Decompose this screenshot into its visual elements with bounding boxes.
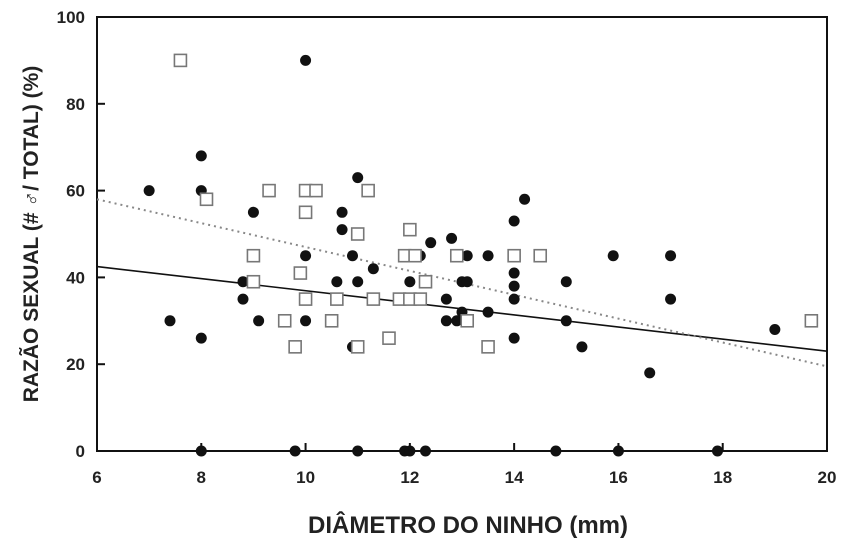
- data-point-square: [408, 248, 422, 263]
- data-point-square: [366, 292, 381, 306]
- data-point-square: [324, 313, 339, 328]
- data-point-circle: [560, 276, 572, 288]
- data-point-circle: [769, 323, 781, 335]
- data-point-square: [533, 248, 548, 263]
- y-tick-label: 20: [66, 355, 85, 374]
- trendline-dotted: [96, 198, 828, 368]
- y-tick-label: 100: [57, 8, 85, 27]
- data-point-square: [413, 292, 428, 306]
- data-point-circle: [461, 250, 473, 262]
- data-point-circle: [560, 315, 572, 327]
- data-point-circle: [550, 445, 562, 457]
- data-point-square: [298, 292, 313, 306]
- data-point-circle: [352, 172, 364, 184]
- data-point-circle: [253, 315, 265, 327]
- data-point-circle: [404, 276, 416, 288]
- x-tick-label: 10: [296, 468, 315, 487]
- data-point-circle: [440, 315, 452, 327]
- data-point-circle: [519, 193, 531, 205]
- y-axis-title: RAZÃO SEXUAL (# ♂/ TOTAL) (%): [20, 66, 43, 403]
- data-point-circle: [461, 276, 473, 288]
- data-point-square: [507, 248, 521, 263]
- data-point-circle: [482, 306, 494, 318]
- data-point-square: [418, 274, 433, 289]
- plot-area: [96, 16, 828, 452]
- data-point-circle: [336, 206, 348, 218]
- data-point-square: [350, 227, 365, 241]
- data-point-square: [350, 340, 365, 354]
- data-point-circle: [336, 224, 348, 236]
- data-point-square: [293, 266, 308, 280]
- data-point-circle: [300, 54, 312, 66]
- data-point-circle: [143, 185, 155, 197]
- data-point-circle: [367, 263, 379, 275]
- data-point-circle: [352, 445, 364, 457]
- y-tick-label: 60: [66, 182, 85, 201]
- data-point-circle: [446, 232, 458, 244]
- data-point-circle: [300, 315, 312, 327]
- x-tick-label: 8: [197, 468, 206, 487]
- data-point-circle: [665, 293, 677, 305]
- data-point-square: [288, 340, 302, 354]
- data-point-circle: [289, 445, 301, 457]
- data-point-circle: [508, 267, 520, 279]
- axis-ticks: 6 8 10 12 14 16 18 20 0 20 40 60 80 100: [57, 8, 837, 487]
- data-point-square: [449, 248, 464, 263]
- data-point-square: [361, 183, 375, 198]
- data-point-circle: [237, 293, 249, 305]
- data-point-circle: [347, 250, 358, 262]
- data-point-circle: [644, 367, 656, 379]
- data-point-circle: [508, 215, 520, 227]
- data-point-square: [309, 183, 323, 198]
- x-tick-label: 6: [92, 468, 101, 487]
- data-point-square: [382, 331, 396, 345]
- data-point-square: [460, 313, 475, 328]
- data-point-square: [246, 274, 261, 289]
- x-axis-title: DIÂMETRO DO NINHO (mm): [308, 511, 628, 539]
- y-tick-label: 80: [66, 95, 85, 114]
- x-tick-label: 16: [609, 468, 628, 487]
- data-point-square: [262, 183, 276, 198]
- data-point-circle: [195, 150, 207, 162]
- x-tick-label: 12: [400, 468, 419, 487]
- data-point-circle: [576, 341, 588, 353]
- data-point-circle: [665, 250, 677, 262]
- data-point-circle: [508, 293, 520, 305]
- y-tick-label: 0: [76, 442, 85, 461]
- data-point-circle: [247, 206, 259, 218]
- data-point-square: [277, 313, 292, 328]
- x-tick-label: 14: [505, 468, 524, 487]
- x-tick-label: 18: [713, 468, 732, 487]
- data-point-square: [199, 192, 214, 207]
- data-point-circle: [482, 250, 494, 262]
- data-point-circle: [300, 250, 312, 262]
- data-point-circle: [425, 237, 437, 249]
- data-point-circle: [237, 276, 249, 288]
- data-point-circle: [607, 250, 619, 262]
- data-point-circle: [352, 276, 364, 288]
- data-point-square: [403, 222, 417, 237]
- data-point-circle: [712, 445, 723, 457]
- data-point-circle: [420, 445, 431, 457]
- y-tick-label: 40: [66, 268, 85, 287]
- data-point-circle: [508, 280, 520, 292]
- data-point-circle: [195, 332, 207, 344]
- data-point-square: [804, 313, 819, 328]
- data-point-square: [330, 292, 344, 306]
- data-point-circle: [451, 315, 463, 327]
- x-tick-label: 20: [818, 468, 837, 487]
- data-point-circle: [508, 332, 520, 344]
- data-point-square: [246, 248, 261, 263]
- data-point-square: [481, 340, 495, 354]
- data-point-circle: [164, 315, 176, 327]
- data-point-square: [298, 205, 313, 220]
- data-point-square: [173, 53, 188, 68]
- data-point-circle: [440, 293, 452, 305]
- data-point-circle: [331, 276, 343, 288]
- data-points: [143, 53, 819, 457]
